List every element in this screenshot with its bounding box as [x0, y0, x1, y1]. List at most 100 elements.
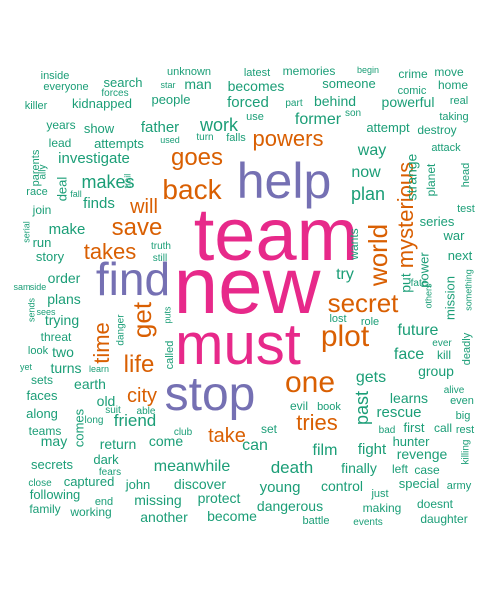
word-alive: alive	[444, 385, 465, 396]
word-club: club	[174, 427, 193, 438]
word-just: just	[370, 488, 388, 500]
word-attempt: attempt	[366, 120, 410, 135]
word-falls: falls	[226, 132, 246, 144]
word-someone: someone	[322, 76, 375, 91]
word-along: along	[26, 406, 58, 421]
word-can: can	[242, 437, 268, 454]
word-kill: kill	[437, 348, 451, 362]
word-past: past	[352, 391, 372, 425]
word-world: world	[363, 224, 393, 287]
word-call: call	[434, 421, 452, 435]
word-working: working	[69, 505, 111, 519]
word-suit: suit	[105, 405, 121, 416]
word-end: end	[95, 496, 113, 508]
word-following: following	[30, 487, 81, 502]
word-powerful: powerful	[382, 94, 435, 110]
word-revenge: revenge	[397, 446, 448, 462]
word-secret: secret	[328, 288, 400, 318]
word-sam: sam	[13, 282, 30, 292]
word-even: even	[450, 395, 474, 407]
word-crime: crime	[398, 67, 428, 81]
word-take: take	[208, 425, 246, 447]
word-plan: plan	[351, 184, 385, 204]
word-left: left	[392, 462, 409, 476]
word-order: order	[48, 270, 81, 286]
word-secrets: secrets	[31, 457, 73, 472]
word-parents: parents	[30, 149, 42, 186]
word-film: film	[313, 442, 338, 459]
word-john: john	[125, 477, 151, 492]
word-special: special	[399, 476, 440, 491]
word-fall: fall	[70, 189, 82, 199]
word-friend: friend	[114, 411, 157, 430]
word-begin: begin	[357, 65, 379, 75]
word-truth: truth	[151, 241, 171, 252]
word-attack: attack	[431, 142, 461, 154]
word-series: series	[420, 214, 455, 229]
word-back: back	[162, 174, 222, 205]
word-planet: planet	[424, 163, 438, 196]
word-used: used	[160, 135, 180, 145]
word-latest: latest	[244, 67, 270, 79]
word-fight: fight	[358, 441, 387, 458]
word-head: head	[460, 163, 472, 187]
word-role: role	[361, 316, 379, 328]
word-become: become	[207, 508, 257, 524]
word-makes: makes	[81, 172, 134, 192]
word-sees: sees	[36, 307, 56, 317]
word-finds: finds	[83, 195, 115, 212]
word-first: first	[404, 420, 425, 435]
word-learn: learn	[89, 364, 109, 374]
word-war: war	[443, 228, 466, 243]
word-home: home	[438, 78, 468, 92]
word-attempts: attempts	[94, 136, 144, 151]
word-future: future	[398, 322, 439, 339]
word-threat: threat	[41, 330, 72, 344]
word-turns: turns	[50, 360, 81, 376]
word-gets: gets	[356, 369, 386, 386]
word-battle: battle	[303, 515, 330, 527]
word-will: will	[129, 196, 158, 218]
word-meanwhile: meanwhile	[154, 458, 231, 475]
word-behind: behind	[314, 93, 356, 109]
word-army: army	[447, 480, 472, 492]
word-plans: plans	[47, 291, 80, 307]
word-others: others	[423, 283, 433, 309]
word-strange: strange	[404, 153, 420, 200]
word-rest: rest	[456, 424, 474, 436]
word-fate: fate	[411, 278, 428, 289]
word-life: life	[124, 351, 155, 378]
word-look: look	[28, 345, 49, 357]
word-may: may	[41, 433, 67, 449]
word-forces: forces	[101, 88, 128, 99]
word-now: now	[351, 164, 381, 181]
word-taking: taking	[439, 111, 468, 123]
word-tries: tries	[296, 410, 338, 435]
word-able: able	[137, 406, 156, 417]
word-serial: serial	[21, 221, 31, 243]
word-find: find	[96, 253, 170, 305]
word-group: group	[418, 363, 454, 379]
word-old: old	[97, 393, 116, 409]
word-lost: lost	[329, 313, 346, 325]
word-lead: lead	[49, 136, 72, 150]
word-young: young	[260, 479, 301, 496]
word-rescue: rescue	[376, 404, 421, 421]
word-next: next	[448, 248, 473, 263]
word-power: power	[416, 252, 431, 288]
word-captured: captured	[64, 474, 115, 489]
word-mission: mission	[442, 276, 457, 320]
word-two: two	[52, 344, 74, 360]
word-save: save	[112, 214, 163, 241]
word-still: still	[153, 253, 167, 264]
word-test: test	[457, 203, 475, 215]
word-get: get	[127, 301, 157, 338]
word-one: one	[285, 366, 335, 399]
word-must: must	[175, 312, 301, 377]
word-destroy: destroy	[417, 123, 456, 137]
word-new: new	[174, 241, 321, 330]
word-sends: sends	[26, 297, 36, 322]
word-protect: protect	[198, 490, 241, 506]
word-return: return	[100, 436, 137, 452]
